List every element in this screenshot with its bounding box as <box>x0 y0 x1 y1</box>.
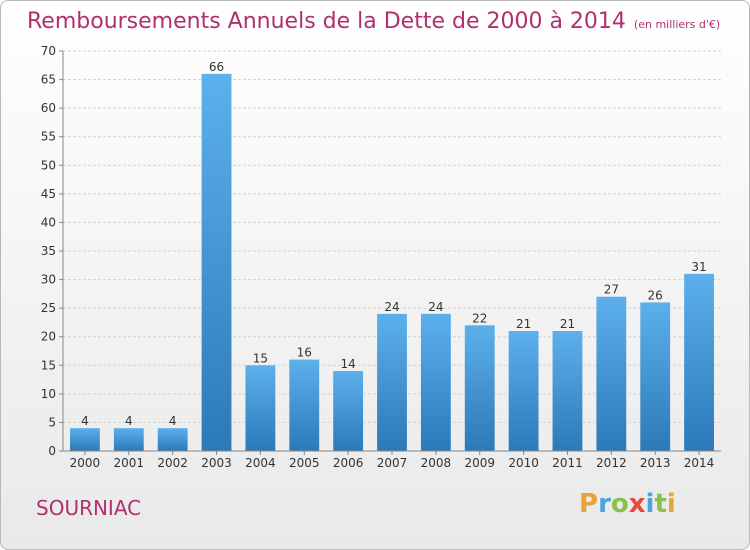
x-tick-label: 2010 <box>508 456 539 470</box>
value-label: 21 <box>560 317 575 331</box>
x-tick-label: 2007 <box>377 456 408 470</box>
bar <box>333 371 364 451</box>
bar <box>377 313 407 451</box>
x-tick-label: 2006 <box>333 456 364 470</box>
x-tick-label: 2008 <box>421 456 452 470</box>
y-tick-label: 30 <box>41 273 56 287</box>
y-tick-label: 70 <box>41 44 56 58</box>
bar <box>508 331 539 451</box>
unit-label: (en milliers d'€) <box>633 18 721 31</box>
y-tick-label: 40 <box>41 215 56 229</box>
value-label: 4 <box>81 414 89 428</box>
x-tick-label: 2004 <box>245 456 276 470</box>
logo-letter: o <box>610 489 629 519</box>
value-label: 24 <box>428 300 443 314</box>
y-tick-label: 20 <box>41 330 56 344</box>
x-tick-label: 2009 <box>464 456 495 470</box>
x-tick-label: 2005 <box>289 456 320 470</box>
y-tick-label: 25 <box>41 301 56 315</box>
value-label: 15 <box>253 351 268 365</box>
bar <box>70 428 100 451</box>
y-tick-label: 60 <box>41 101 56 115</box>
value-label: 21 <box>516 317 531 331</box>
value-label: 22 <box>472 311 487 325</box>
proxiti-logo: Proxiti <box>579 489 676 519</box>
x-tick-label: 2013 <box>640 456 671 470</box>
commune-name: SOURNIAC <box>36 496 142 520</box>
y-tick-label: 35 <box>41 244 56 258</box>
x-tick-label: 2000 <box>70 456 101 470</box>
value-label: 16 <box>297 346 312 360</box>
bar <box>420 313 451 451</box>
logo-letter: i <box>666 489 676 519</box>
title-text: Remboursements Annuels de la Dette de 20… <box>27 9 626 34</box>
y-tick-label: 55 <box>41 130 56 144</box>
value-label: 66 <box>209 60 224 74</box>
value-label: 4 <box>169 414 177 428</box>
y-tick-label: 5 <box>48 415 56 429</box>
value-label: 24 <box>384 300 399 314</box>
value-label: 4 <box>125 414 133 428</box>
bar <box>596 296 627 451</box>
x-tick-label: 2011 <box>552 456 583 470</box>
x-tick-label: 2003 <box>201 456 232 470</box>
logo-letter: r <box>598 489 611 519</box>
bar <box>640 302 671 451</box>
value-label: 31 <box>691 260 706 274</box>
value-label: 14 <box>340 357 355 371</box>
bar <box>552 331 583 451</box>
bar <box>464 325 495 451</box>
logo-letter: t <box>654 489 667 519</box>
value-label: 27 <box>604 283 619 297</box>
value-label: 26 <box>648 288 663 302</box>
chart-title: Remboursements Annuels de la Dette de 20… <box>27 9 720 34</box>
x-tick-label: 2012 <box>596 456 627 470</box>
y-tick-label: 45 <box>41 187 56 201</box>
x-tick-label: 2001 <box>114 456 145 470</box>
bar <box>201 73 232 451</box>
bar <box>684 273 714 451</box>
bar <box>113 428 144 451</box>
x-tick-label: 2014 <box>684 456 715 470</box>
bar <box>157 428 188 451</box>
logo-letter: i <box>645 489 655 519</box>
y-tick-label: 65 <box>41 73 56 87</box>
x-tick-label: 2002 <box>157 456 188 470</box>
y-tick-label: 15 <box>41 358 56 372</box>
logo-letter: x <box>628 489 646 519</box>
y-tick-label: 0 <box>48 444 56 458</box>
bar <box>245 365 276 451</box>
logo-letter: P <box>579 489 599 519</box>
y-tick-label: 50 <box>41 158 56 172</box>
y-tick-label: 10 <box>41 387 56 401</box>
bar <box>289 359 320 451</box>
